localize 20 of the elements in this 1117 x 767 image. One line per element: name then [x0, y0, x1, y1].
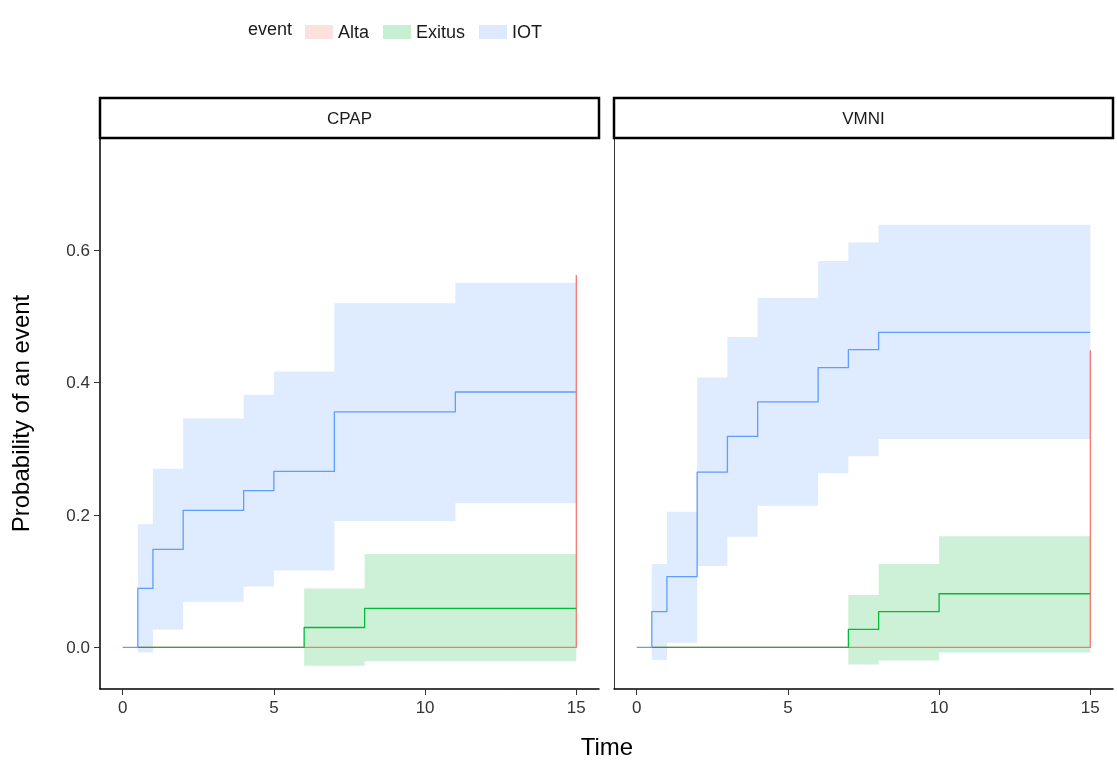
- legend-title: event: [247, 19, 293, 39]
- legend-label: IOT: [512, 22, 543, 42]
- x-tick-label: 15: [566, 698, 586, 717]
- y-tick-label: 0.6: [66, 240, 90, 260]
- y-axis-title: Probability of an event: [6, 294, 34, 533]
- x-tick-label: 5: [783, 698, 793, 717]
- legend-label: Alta: [338, 22, 371, 42]
- x-tick-label: 10: [415, 698, 435, 717]
- y-tick-label: 0.2: [66, 505, 90, 525]
- x-tick-label: 15: [1080, 698, 1100, 717]
- x-axis-title: Time: [579, 733, 635, 761]
- chart-title: VMNI: [842, 108, 885, 128]
- x-tick-label: 10: [929, 698, 949, 717]
- x-tick-label: 5: [269, 698, 279, 717]
- x-tick-label: 0: [631, 698, 642, 717]
- x-tick-label: 0: [117, 698, 128, 717]
- chart-title: CPAP: [326, 108, 373, 128]
- legend-label: Exitus: [416, 22, 466, 42]
- y-tick-label: 0.0: [66, 637, 90, 657]
- y-tick-label: 0.4: [66, 373, 90, 393]
